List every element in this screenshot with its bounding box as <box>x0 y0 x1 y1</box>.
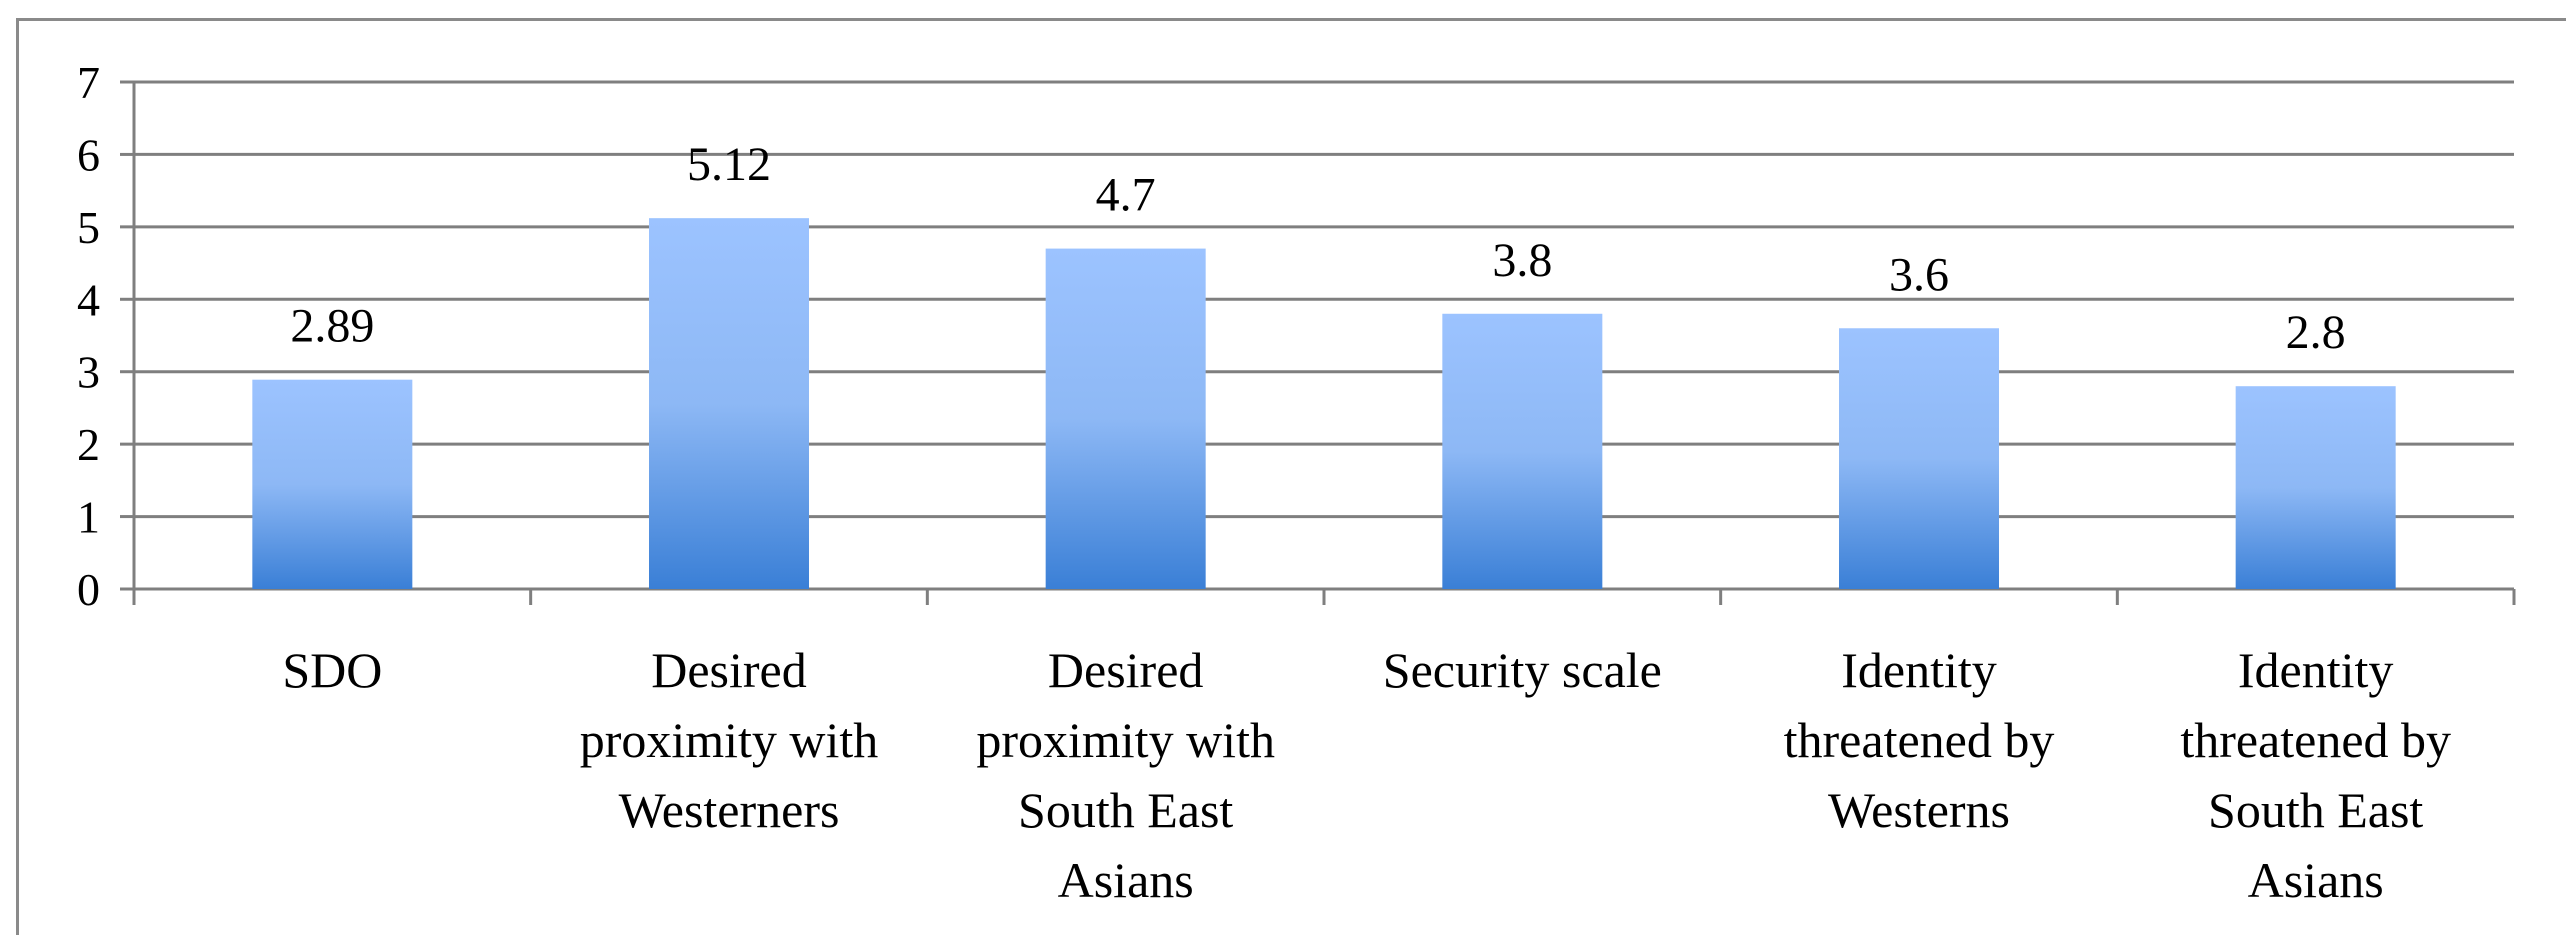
data-label: 4.7 <box>1096 169 1156 222</box>
category-label: Identity threatened by South East Asians <box>2180 642 2451 908</box>
category-label-line: Asians <box>1058 852 1194 908</box>
category-label-line: Westerns <box>1828 782 2010 838</box>
axes <box>120 80 2516 605</box>
data-label: 3.8 <box>1492 234 1552 287</box>
category-label-line: proximity with <box>976 712 1275 768</box>
category-label: Desired proximity with South East Asians <box>976 642 1275 908</box>
category-label-line: Security scale <box>1383 642 1662 698</box>
y-tick-label: 6 <box>77 129 100 180</box>
data-label: 5.12 <box>687 138 771 191</box>
category-labels: SDO Desired proximity with WesternersDesire… <box>282 642 2451 908</box>
data-label: 3.6 <box>1889 248 1949 301</box>
y-tick-label: 7 <box>77 57 100 108</box>
category-label: Identity threatened by Westerns <box>1784 642 2055 838</box>
y-tick-label: 2 <box>77 419 100 470</box>
bar <box>252 379 413 589</box>
y-tick-label: 1 <box>77 492 100 543</box>
y-tick-label: 3 <box>77 347 100 398</box>
bar <box>1045 248 1206 590</box>
category-label: Desired proximity with Westerners <box>580 642 879 838</box>
y-tick-label: 4 <box>77 274 100 325</box>
y-tick-label: 0 <box>77 564 100 615</box>
category-label-line: SDO <box>282 642 382 698</box>
y-tick-labels: 0 1 2 3 4 5 6 7 <box>77 57 100 615</box>
bar <box>2235 386 2396 589</box>
y-tick-label: 5 <box>77 202 100 253</box>
data-labels: 2.89 5.12 4.7 3.8 3.6 2.8 <box>290 138 2345 359</box>
category-label-line: threatened by <box>2180 712 2451 768</box>
category-label-line: threatened by <box>1784 712 2055 768</box>
category-label-line: proximity with <box>580 712 879 768</box>
category-label-line: South East <box>2208 782 2423 838</box>
bar <box>1839 328 1999 589</box>
category-label-line: Identity <box>1841 642 1997 698</box>
gridlines <box>134 80 2514 519</box>
chart-frame: 2.89 5.12 4.7 3.8 3.6 2.8 0 1 2 3 4 5 6 7 SDO Desired… <box>16 18 2566 935</box>
category-label-line: Westerners <box>619 782 840 838</box>
bars <box>252 218 2396 590</box>
category-label-line: Desired <box>651 642 807 698</box>
category-label-line: Desired <box>1048 642 1204 698</box>
bar <box>649 218 809 589</box>
category-label: Security scale <box>1383 642 1662 698</box>
data-label: 2.8 <box>2286 306 2346 359</box>
bar-chart: 2.89 5.12 4.7 3.8 3.6 2.8 0 1 2 3 4 5 6 7 SDO Desired… <box>77 57 2516 908</box>
category-label-line: Identity <box>2238 642 2394 698</box>
category-label: SDO <box>282 642 382 698</box>
bar <box>1442 313 1603 589</box>
category-label-line: South East <box>1018 782 1233 838</box>
category-label-line: Asians <box>2248 852 2384 908</box>
data-label: 2.89 <box>290 300 374 353</box>
